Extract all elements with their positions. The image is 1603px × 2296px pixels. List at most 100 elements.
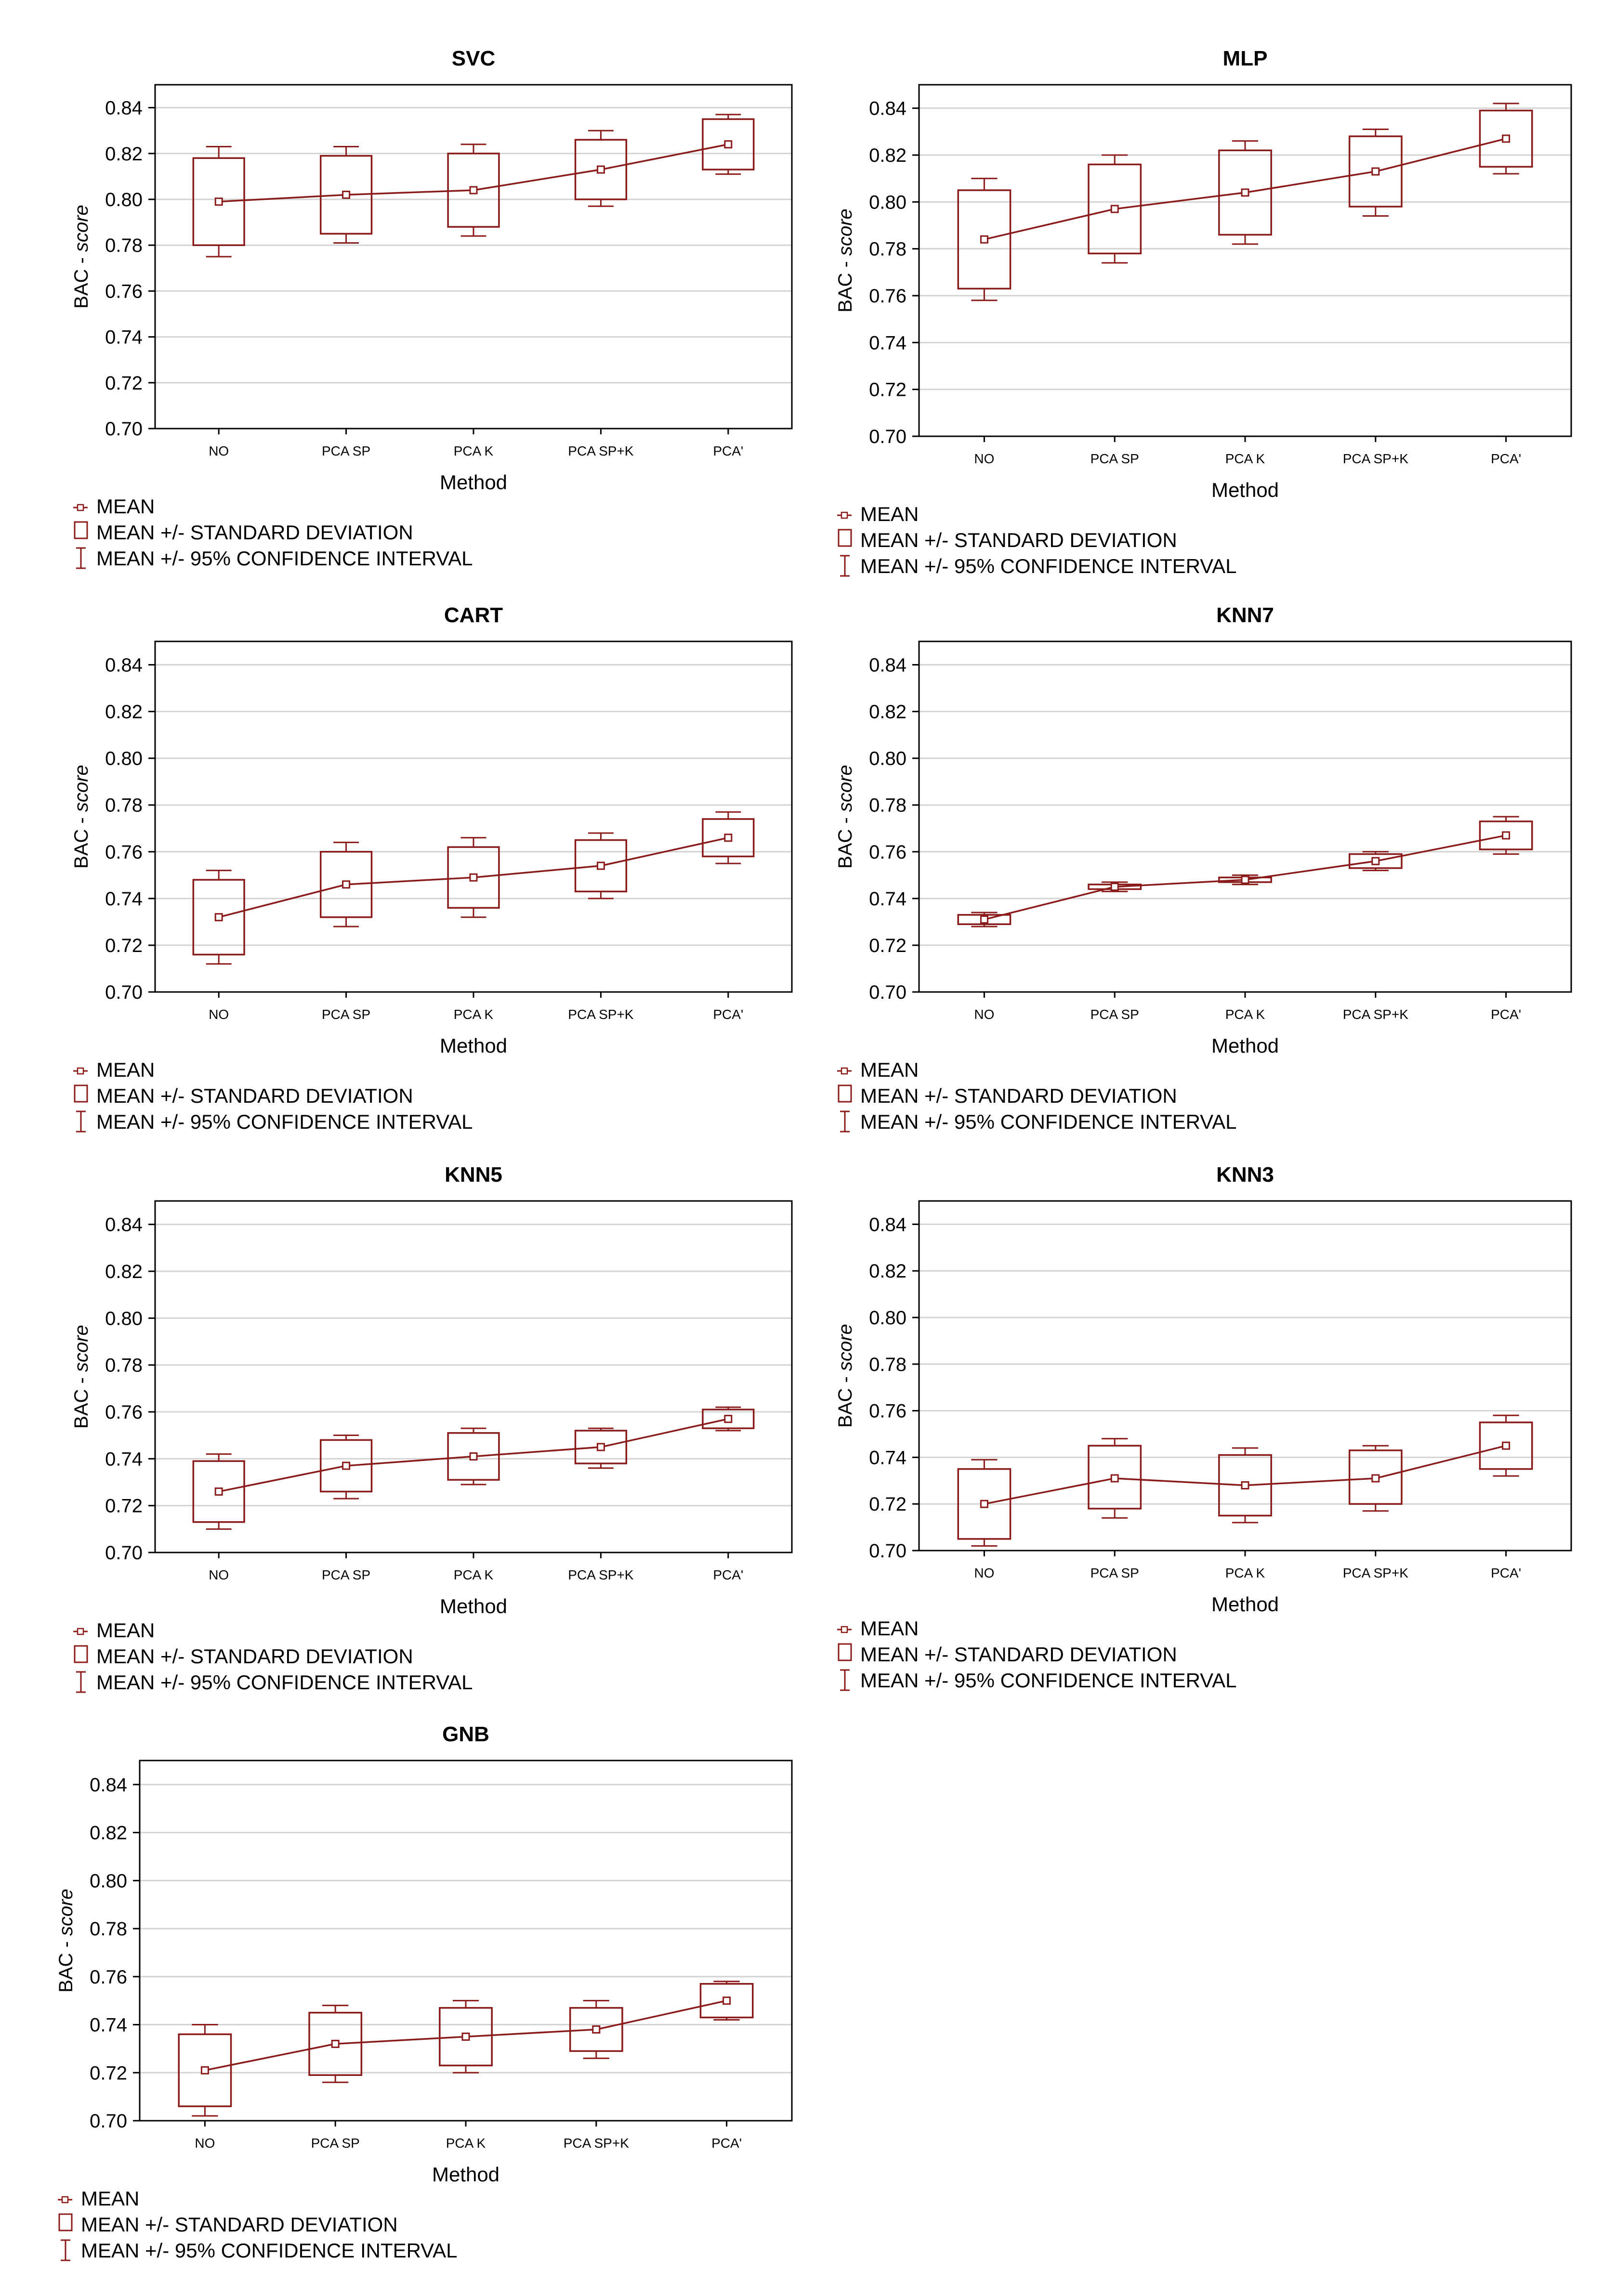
legend-mean-marker	[77, 504, 84, 511]
mean-point	[596, 165, 605, 174]
sd-box	[447, 846, 500, 909]
x-tick-label: PCA K	[446, 2136, 486, 2151]
y-axis-label: BAC - score	[71, 1325, 92, 1429]
legend: MEAN MEAN +/- STANDARD DEVIATION MEAN +/- …	[73, 1058, 473, 1133]
x-tick-label: PCA SP	[1091, 451, 1139, 466]
sd-box	[192, 879, 245, 956]
y-axis-label-prefix: BAC -	[55, 1936, 77, 1993]
y-tick-label: 0.78	[90, 1918, 127, 1940]
legend-mean-marker	[841, 511, 848, 519]
sd-box	[957, 914, 1012, 926]
y-tick-label: 0.78	[105, 1355, 143, 1376]
y-tick-label: 0.72	[869, 379, 907, 401]
sd-box	[308, 2011, 363, 2076]
y-tick-label: 0.70	[105, 1542, 143, 1564]
y-tick-label: 0.70	[869, 426, 907, 447]
sd-box	[569, 2007, 623, 2052]
y-axis-label: BAC - score	[71, 765, 92, 869]
y-tick-label: 0.82	[105, 144, 143, 165]
y-tick-label: 0.84	[105, 98, 143, 119]
y-tick-label: 0.70	[869, 982, 907, 1003]
y-tick-label: 0.74	[105, 888, 143, 910]
chart-title: KNN5	[445, 1163, 502, 1187]
sd-box	[1088, 1445, 1142, 1510]
legend: MEAN MEAN +/- STANDARD DEVIATION MEAN +/- …	[837, 1617, 1236, 1692]
plot-frame	[154, 84, 793, 430]
legend: MEAN MEAN +/- STANDARD DEVIATION MEAN +/- …	[73, 1619, 473, 1694]
y-tick-label: 0.82	[105, 702, 143, 723]
mean-point	[214, 913, 223, 922]
y-tick-label: 0.78	[869, 795, 907, 816]
chart-panel-svc: 0.70 0.72 0.74 0.76 0.78 0.80 0.82 0.84 NO PCA SP…	[71, 47, 793, 570]
mean-point	[724, 140, 733, 149]
x-axis-label: Method	[440, 1595, 507, 1618]
mean-point	[1110, 883, 1119, 891]
y-tick-label: 0.84	[105, 655, 143, 676]
sd-box	[1348, 135, 1403, 208]
mean-point	[331, 2039, 340, 2048]
legend-ci-label: MEAN +/- 95% CONFIDENCE INTERVAL	[96, 1110, 473, 1133]
y-tick-label: 0.80	[869, 748, 907, 770]
legend-sd-label: MEAN +/- STANDARD DEVIATION	[860, 1084, 1177, 1107]
x-tick-label: PCA SP	[322, 444, 370, 458]
chart-panel-knn5: 0.70 0.72 0.74 0.76 0.78 0.80 0.82 0.84 NO PCA SP…	[71, 1163, 793, 1694]
mean-point	[469, 1452, 478, 1461]
y-axis-label: BAC - score	[71, 205, 92, 309]
sd-box	[192, 157, 245, 246]
y-tick-label: 0.78	[869, 239, 907, 260]
chart-panel-knn3: 0.70 0.72 0.74 0.76 0.78 0.80 0.82 0.84 NO PCA SP…	[835, 1163, 1572, 1692]
legend-sd-box	[74, 1645, 88, 1663]
chart-title: KNN3	[1216, 1163, 1274, 1187]
y-tick-label: 0.76	[90, 1967, 127, 1988]
legend-sd-box	[58, 2213, 73, 2231]
x-tick-label: NO	[209, 1567, 229, 1582]
x-tick-label: PCA SP+K	[568, 1007, 634, 1022]
y-axis-label-score: score	[71, 205, 92, 252]
y-tick-label: 0.74	[90, 2015, 127, 2036]
legend-mean-marker	[77, 1628, 84, 1635]
legend-sd-box	[838, 1643, 852, 1661]
x-tick-label: PCA'	[711, 2136, 742, 2151]
x-tick-label: PCA'	[1491, 1565, 1521, 1580]
x-tick-label: NO	[209, 1007, 229, 1022]
sd-box	[1088, 163, 1142, 255]
mean-point	[596, 861, 605, 870]
legend-mean-label: MEAN	[96, 495, 155, 518]
y-axis-label-score: score	[835, 765, 856, 812]
mean-point	[1110, 205, 1119, 213]
x-tick-label: PCA K	[454, 1567, 494, 1582]
legend-mean-label: MEAN	[860, 503, 919, 525]
mean-point	[1241, 875, 1249, 884]
x-tick-label: PCA SP	[322, 1007, 370, 1022]
chart-title: SVC	[452, 47, 495, 70]
chart-panel-mlp: 0.70 0.72 0.74 0.76 0.78 0.80 0.82 0.84 NO PCA SP…	[835, 47, 1572, 577]
y-axis-label-score: score	[55, 1889, 77, 1936]
x-axis-label: Method	[1211, 479, 1279, 501]
legend-ci-label: MEAN +/- 95% CONFIDENCE INTERVAL	[860, 1669, 1236, 1692]
chart-panel-knn7: 0.70 0.72 0.74 0.76 0.78 0.80 0.82 0.84 NO PCA SP…	[835, 603, 1572, 1133]
y-tick-label: 0.72	[869, 1494, 907, 1515]
x-tick-label: PCA SP+K	[564, 2136, 630, 2151]
x-tick-label: NO	[974, 451, 994, 466]
mean-point	[596, 1443, 605, 1451]
y-tick-label: 0.74	[869, 1447, 907, 1468]
plot-frame	[154, 640, 793, 993]
legend-ci-label: MEAN +/- 95% CONFIDENCE INTERVAL	[860, 555, 1236, 577]
sd-box	[957, 189, 1012, 290]
y-tick-label: 0.76	[869, 842, 907, 863]
y-axis-label: BAC - score	[835, 765, 856, 869]
legend-ci-label: MEAN +/- 95% CONFIDENCE INTERVAL	[96, 1671, 473, 1694]
mean-point	[724, 1415, 733, 1423]
y-axis-label-prefix: BAC -	[835, 1371, 856, 1428]
y-tick-label: 0.72	[105, 373, 143, 394]
legend-sd-label: MEAN +/- STANDARD DEVIATION	[96, 521, 413, 544]
y-tick-label: 0.84	[90, 1774, 127, 1796]
plot-frame	[918, 640, 1572, 993]
y-tick-label: 0.80	[105, 189, 143, 210]
mean-point	[1241, 1481, 1249, 1489]
legend-mean-marker	[77, 1067, 84, 1075]
x-axis-label: Method	[440, 471, 507, 494]
y-tick-label: 0.76	[105, 842, 143, 863]
sd-box	[319, 155, 373, 235]
